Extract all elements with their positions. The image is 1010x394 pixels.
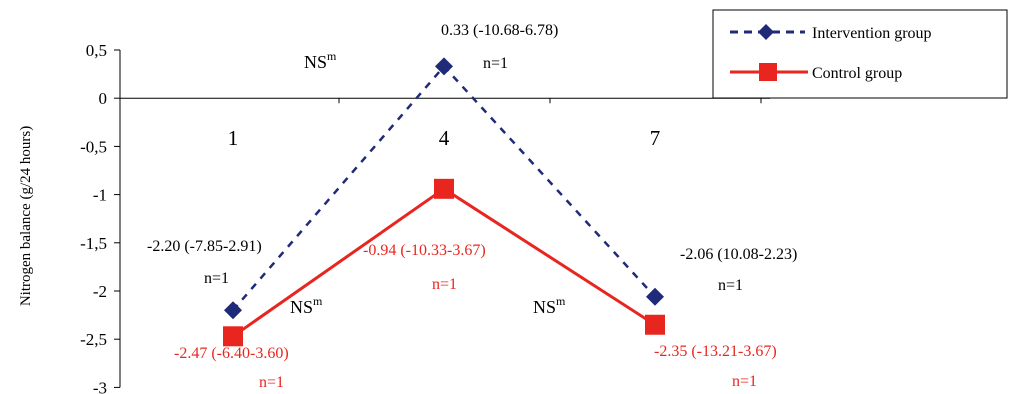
legend-control-label: Control group <box>812 65 902 82</box>
control-point <box>223 326 243 347</box>
x-category-label: 7 <box>650 126 661 150</box>
control-point <box>645 314 665 335</box>
y-tick-label: -2,5 <box>80 330 107 349</box>
control-n-label: n=1 <box>259 374 284 391</box>
control-data-label: -2.47 (-6.40-3.60) <box>174 345 289 362</box>
legend-control-marker <box>759 63 777 81</box>
y-axis-label: Nitrogen balance (g/24 hours) <box>18 126 34 306</box>
axes <box>119 50 770 388</box>
intervention-point <box>435 57 453 76</box>
x-category-label: 4 <box>439 126 450 150</box>
ns-annotation: NSm <box>290 294 323 317</box>
y-tick-label: -3 <box>93 378 107 394</box>
y-ticks: 0,5 0 -0,5 -1 -1,5 -2 -2,5 -3 <box>80 41 762 394</box>
intervention-n-label: n=1 <box>483 55 508 72</box>
legend: Intervention group Control group <box>712 9 1008 99</box>
intervention-data-label: -2.06 (10.08-2.23) <box>680 246 797 263</box>
intervention-point <box>224 301 242 320</box>
series-lines <box>223 57 665 347</box>
y-tick-label: -2 <box>93 282 107 301</box>
intervention-n-label: n=1 <box>718 277 743 294</box>
ns-annotation: NSm <box>533 294 566 317</box>
intervention-point <box>646 287 664 306</box>
y-tick-label: -1 <box>93 186 107 205</box>
y-tick-label: 0,5 <box>86 41 107 60</box>
y-tick-label: 0 <box>99 89 108 108</box>
control-point <box>434 178 454 199</box>
legend-intervention-marker <box>758 24 774 40</box>
control-data-label: -0.94 (-10.33-3.67) <box>363 242 486 259</box>
legend-intervention-label: Intervention group <box>812 25 932 42</box>
x-category-labels: 1 4 7 <box>228 126 661 150</box>
intervention-n-label: n=1 <box>204 270 229 287</box>
intervention-data-label: 0.33 (-10.68-6.78) <box>441 22 558 39</box>
control-data-label: -2.35 (-13.21-3.67) <box>654 343 777 360</box>
control-n-label: n=1 <box>732 373 757 390</box>
x-category-label: 1 <box>228 126 239 150</box>
y-tick-label: -1,5 <box>80 234 107 253</box>
intervention-data-label: -2.20 (-7.85-2.91) <box>147 238 262 255</box>
legend-box <box>712 9 1008 99</box>
ns-annotation: NSm <box>304 49 337 72</box>
annotations: -2.20 (-7.85-2.91) n=1 0.33 (-10.68-6.78) n… <box>147 22 797 391</box>
y-tick-label: -0,5 <box>80 137 107 156</box>
control-n-label: n=1 <box>432 276 457 293</box>
